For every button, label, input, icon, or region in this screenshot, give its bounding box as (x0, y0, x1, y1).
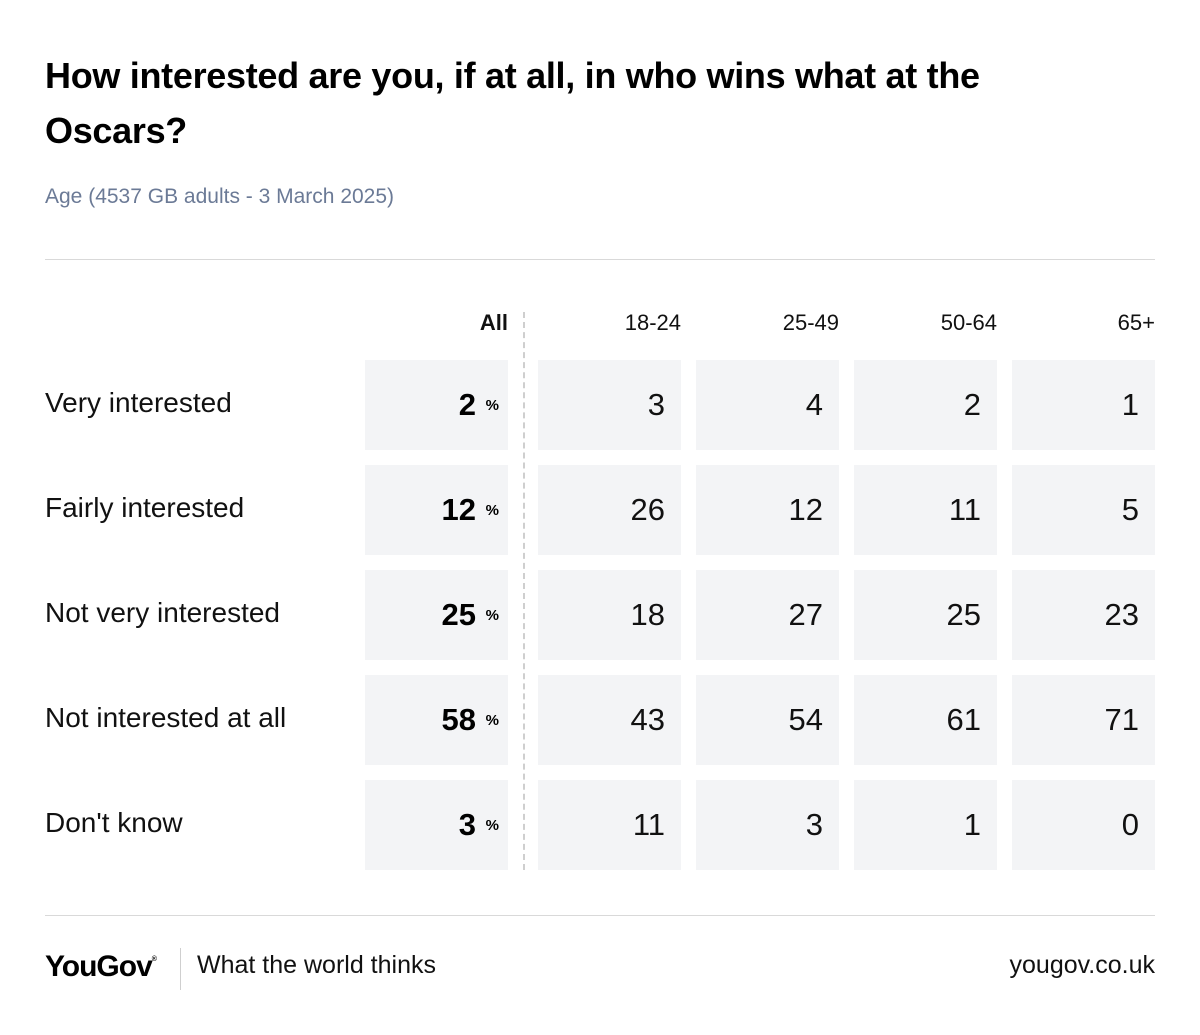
row-label: Fairly interested (45, 492, 245, 523)
cell-value: 18 (630, 597, 665, 632)
cell-age-group: 26 (538, 465, 681, 555)
cell-age-group: 1 (1012, 360, 1155, 450)
percent-sign: % (485, 712, 499, 729)
cell-value: 27 (788, 597, 823, 632)
footer-url: yougov.co.uk (1009, 951, 1155, 979)
cell-value: 1 (963, 807, 981, 842)
cell-age-group: 5 (1012, 465, 1155, 555)
column-header-all: All (479, 310, 508, 335)
cell-age-group: 27 (696, 570, 839, 660)
cell-age-group: 71 (1012, 675, 1155, 765)
cell-age-group: 0 (1012, 780, 1155, 870)
cell-value: 3 (805, 807, 823, 842)
top-divider (45, 259, 1155, 260)
cell-age-group: 2 (854, 360, 997, 450)
cell-value: 11 (632, 807, 665, 842)
cell-age-group: 4 (696, 360, 839, 450)
cell-value: 5 (1121, 492, 1139, 527)
cell-all: 3% (365, 780, 508, 870)
cell-age-group: 18 (538, 570, 681, 660)
cell-age-group: 3 (696, 780, 839, 870)
percent-sign: % (485, 502, 499, 519)
cell-value: 26 (630, 492, 665, 527)
cell-value: 2 (963, 387, 981, 422)
cell-value: 61 (946, 702, 981, 737)
cell-age-group: 54 (696, 675, 839, 765)
cell-age-group: 11 (538, 780, 681, 870)
cell-age-group: 1 (854, 780, 997, 870)
cell-value: 0 (1121, 807, 1139, 842)
column-header: 50-64 (940, 310, 997, 335)
cell-age-group: 25 (854, 570, 997, 660)
cell-value-all: 3 (458, 807, 476, 842)
cell-value: 1 (1121, 387, 1139, 422)
cell-age-group: 23 (1012, 570, 1155, 660)
percent-sign: % (485, 397, 499, 414)
chart-subtitle: Age (4537 GB adults - 3 March 2025) (45, 185, 395, 208)
row-label: Not very interested (45, 597, 280, 628)
logo-text: YouGov (45, 950, 153, 983)
yougov-logo: YouGov® (45, 950, 157, 984)
logo-trademark: ® (151, 956, 157, 963)
column-header: 65+ (1117, 310, 1155, 335)
cell-value-all: 25 (441, 597, 476, 632)
cell-value-all: 58 (441, 702, 476, 737)
cell-value-all: 12 (441, 492, 476, 527)
all-column-divider (523, 312, 525, 870)
cell-value: 25 (946, 597, 981, 632)
row-label: Very interested (45, 387, 232, 418)
cell-age-group: 12 (696, 465, 839, 555)
percent-sign: % (485, 607, 499, 624)
cell-age-group: 61 (854, 675, 997, 765)
cell-value: 12 (788, 492, 823, 527)
row-label: Not interested at all (45, 702, 287, 733)
footer-separator (180, 948, 181, 990)
cell-age-group: 11 (854, 465, 997, 555)
cell-age-group: 43 (538, 675, 681, 765)
cell-value: 4 (805, 387, 823, 422)
cell-all: 2% (365, 360, 508, 450)
cell-value-all: 2 (458, 387, 476, 422)
bottom-divider (45, 915, 1155, 916)
cell-age-group: 3 (538, 360, 681, 450)
cell-value: 43 (630, 702, 665, 737)
cell-value: 3 (647, 387, 665, 422)
chart-title: How interested are you, if at all, in wh… (45, 55, 980, 151)
footer-tagline: What the world thinks (197, 951, 436, 979)
cell-value: 54 (788, 702, 823, 737)
cell-value: 11 (948, 492, 981, 527)
row-label: Don't know (45, 807, 183, 838)
percent-sign: % (485, 817, 499, 834)
cell-all: 58% (365, 675, 508, 765)
column-header: 25-49 (782, 310, 839, 335)
cell-all: 12% (365, 465, 508, 555)
cell-value: 23 (1104, 597, 1139, 632)
cell-value: 71 (1104, 702, 1139, 737)
cell-all: 25% (365, 570, 508, 660)
column-header: 18-24 (624, 310, 681, 335)
